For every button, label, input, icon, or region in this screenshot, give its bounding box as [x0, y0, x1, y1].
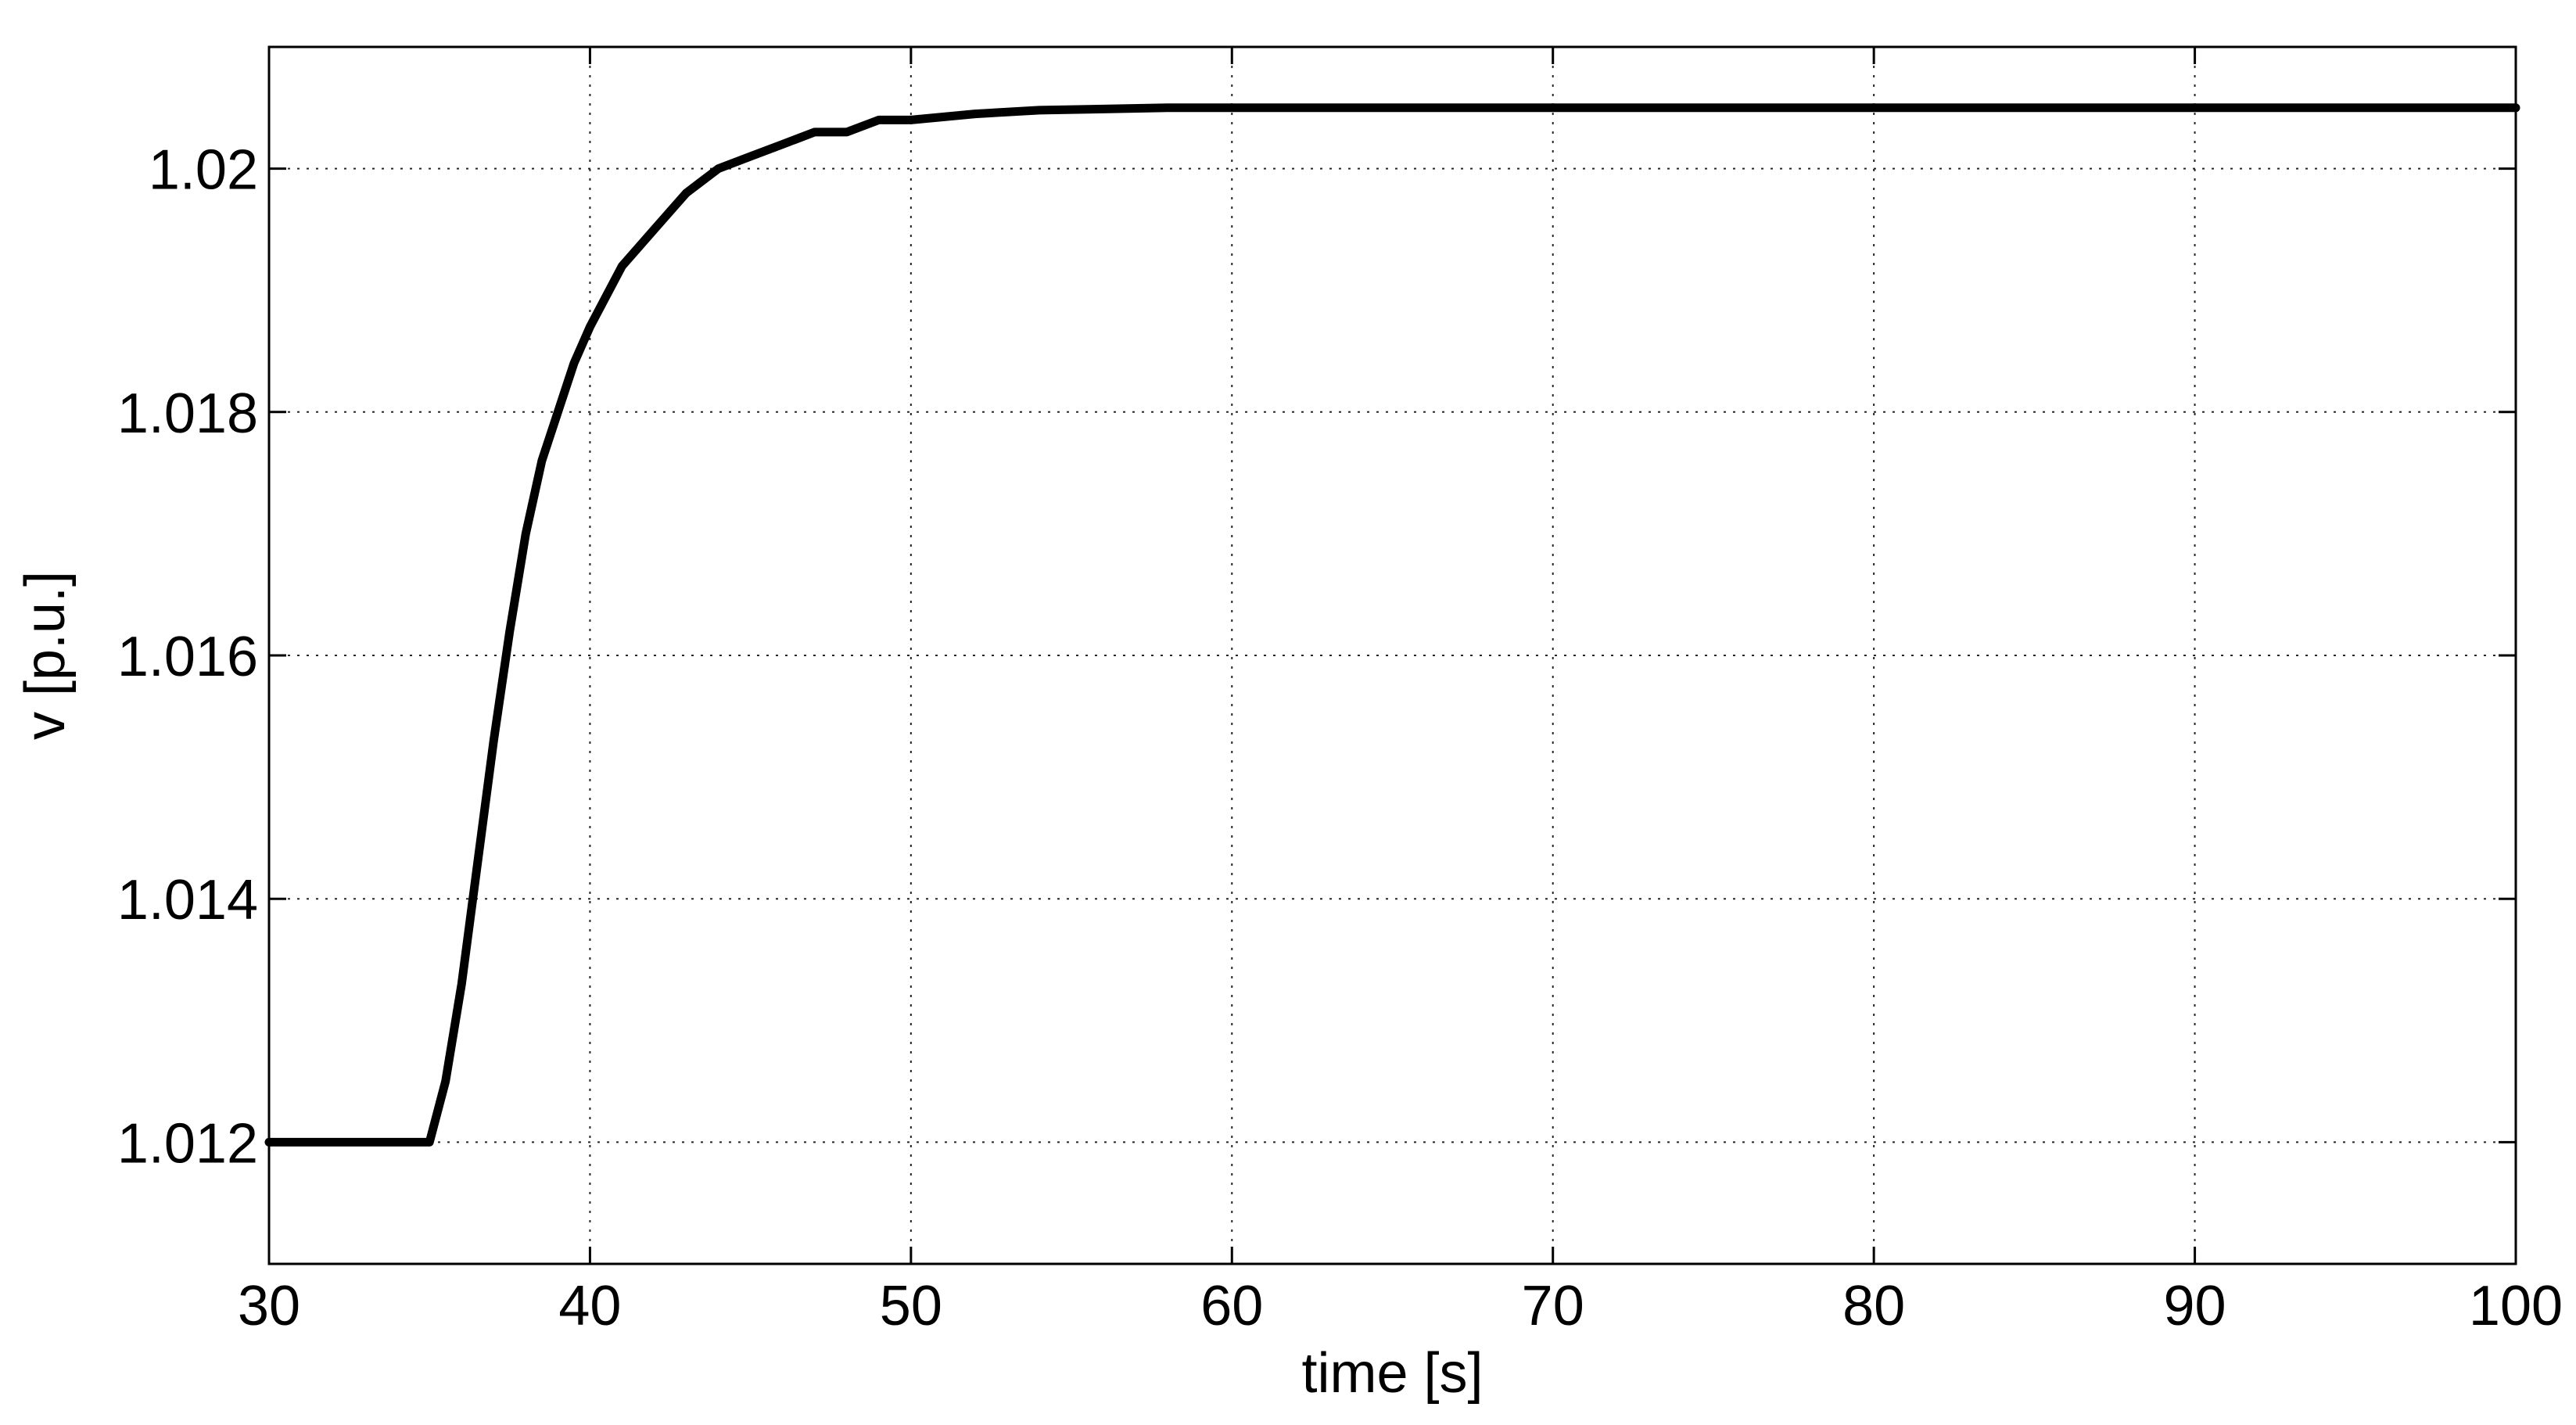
x-axis-label: time [s]: [1301, 1342, 1483, 1405]
x-tick-label: 30: [238, 1275, 300, 1337]
y-tick-labels: 1.012 1.014 1.016 1.018 1.02: [117, 139, 258, 1176]
y-tick-label: 1.014: [117, 869, 258, 931]
y-tick-label: 1.02: [149, 139, 258, 202]
series-layer: [264, 103, 2520, 1147]
grid: [269, 47, 2516, 1264]
y-tick-label: 1.018: [117, 382, 258, 445]
x-tick-label: 100: [2469, 1275, 2563, 1337]
x-tick-label: 50: [880, 1275, 942, 1337]
x-tick-label: 70: [1522, 1275, 1584, 1337]
x-tick-label: 40: [558, 1275, 621, 1337]
y-axis-label: v [p.u.]: [14, 571, 77, 740]
y-tick-label: 1.016: [117, 626, 258, 688]
x-tick-label: 80: [1842, 1275, 1905, 1337]
plot-frame: [267, 45, 2517, 1265]
x-tick-label: 90: [2164, 1275, 2226, 1337]
x-tick-label: 60: [1200, 1275, 1263, 1337]
y-tick-label: 1.012: [117, 1112, 258, 1175]
series-line-1: [264, 103, 2520, 1147]
x-tick-labels: 30 40 50 60 70 80 90 100: [238, 1275, 2563, 1337]
